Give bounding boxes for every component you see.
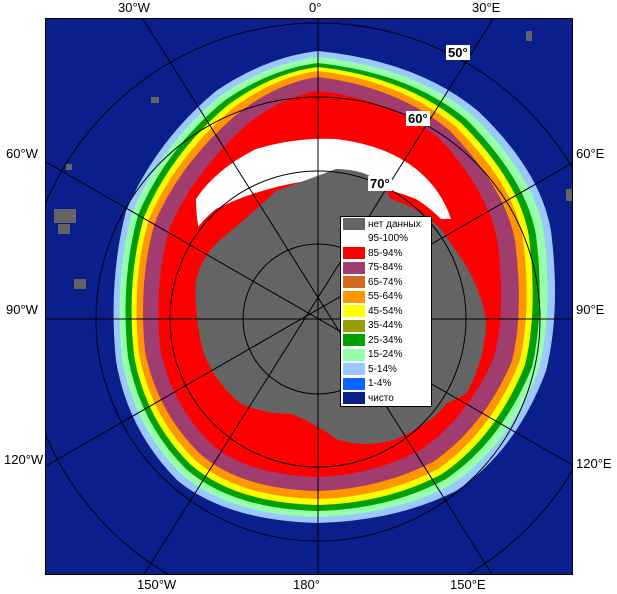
legend-label: 65-74%: [368, 276, 403, 288]
legend-item: 55-64%: [341, 290, 431, 305]
legend-item: нет данных: [341, 217, 431, 232]
legend-label: 5-14%: [368, 363, 397, 375]
map-canvas: [46, 19, 572, 574]
legend-swatch: [343, 232, 365, 245]
legend-item: 65-74%: [341, 275, 431, 290]
lon-label-left-90w: 90°W: [6, 302, 38, 317]
legend-label: 35-44%: [368, 320, 403, 332]
lat-label-50: 50°: [446, 45, 470, 60]
legend-swatch: [343, 218, 365, 231]
legend-swatch: [343, 392, 365, 405]
lon-label-top-30w: 30°W: [118, 0, 150, 15]
legend-label: 45-54%: [368, 305, 403, 317]
lon-label-right-90e: 90°E: [576, 302, 605, 317]
lon-label-right-60e: 60°E: [576, 146, 605, 161]
legend-label: 55-64%: [368, 291, 403, 303]
legend-item: 75-84%: [341, 261, 431, 276]
legend-label: 95-100%: [368, 233, 409, 245]
lon-label-bottom-150w: 150°W: [137, 577, 177, 592]
legend-item: 95-100%: [341, 232, 431, 247]
graticule: [46, 19, 572, 574]
legend-item: 45-54%: [341, 304, 431, 319]
legend-swatch: [343, 334, 365, 347]
legend-item: 1-4%: [341, 377, 431, 392]
legend-swatch: [343, 319, 365, 332]
lon-label-bottom-180: 180°: [293, 577, 320, 592]
legend-swatch: [343, 247, 365, 260]
lon-label-left-60w: 60°W: [6, 146, 38, 161]
lat-label-60: 60°: [406, 111, 430, 126]
lon-label-right-120e: 120°E: [576, 456, 612, 471]
legend-swatch: [343, 305, 365, 318]
legend-label: 75-84%: [368, 262, 403, 274]
legend-swatch: [343, 261, 365, 274]
legend-label: чисто: [368, 392, 394, 404]
legend-swatch: [343, 276, 365, 289]
legend-label: 15-24%: [368, 349, 403, 361]
legend-item: 25-34%: [341, 333, 431, 348]
legend-label: 85-94%: [368, 247, 403, 259]
legend-item: 35-44%: [341, 319, 431, 334]
legend-label: нет данных: [368, 218, 421, 230]
legend-label: 1-4%: [368, 378, 392, 390]
legend-swatch: [343, 377, 365, 390]
lon-label-top-0: 0°: [309, 0, 322, 15]
lon-label-top-30e: 30°E: [472, 0, 501, 15]
legend-swatch: [343, 290, 365, 303]
lon-label-left-120w: 120°W: [4, 452, 44, 467]
legend-swatch: [343, 348, 365, 361]
legend-item: 15-24%: [341, 348, 431, 363]
legend-item: 85-94%: [341, 246, 431, 261]
sea-ice-map: [45, 18, 573, 575]
lon-label-bottom-150e: 150°E: [450, 577, 486, 592]
legend-item: 5-14%: [341, 362, 431, 377]
legend-label: 25-34%: [368, 334, 403, 346]
legend: нет данных 95-100% 85-94% 75-84% 65-74% 55-64…: [340, 216, 432, 407]
lat-label-70: 70°: [368, 176, 392, 191]
legend-swatch: [343, 363, 365, 376]
legend-item: чисто: [341, 391, 431, 406]
